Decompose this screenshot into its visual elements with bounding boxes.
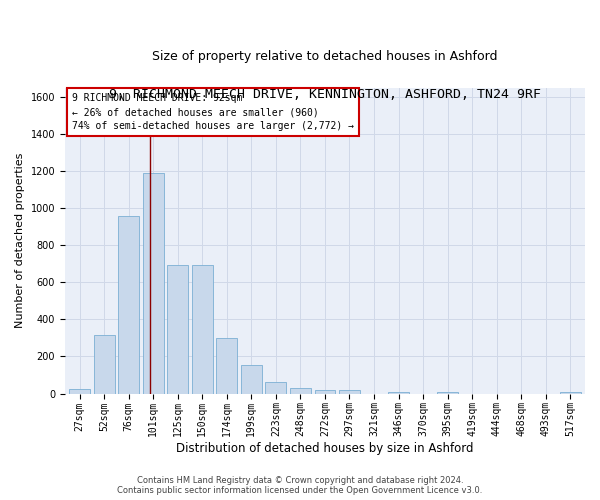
Title: Size of property relative to detached houses in Ashford: Size of property relative to detached ho… <box>152 50 498 63</box>
Bar <box>241 365 262 394</box>
Text: Contains HM Land Registry data © Crown copyright and database right 2024.
Contai: Contains HM Land Registry data © Crown c… <box>118 476 482 495</box>
Bar <box>437 392 458 394</box>
Bar <box>143 173 164 394</box>
Bar <box>94 335 115 394</box>
X-axis label: Distribution of detached houses by size in Ashford: Distribution of detached houses by size … <box>176 442 474 455</box>
Bar <box>192 265 213 394</box>
Bar <box>290 388 311 394</box>
Text: 9 RICHMOND MEECH DRIVE: 92sqm
← 26% of detached houses are smaller (960)
74% of : 9 RICHMOND MEECH DRIVE: 92sqm ← 26% of d… <box>72 94 354 132</box>
Bar <box>69 389 90 394</box>
Bar <box>314 390 335 394</box>
Bar <box>217 338 237 394</box>
Bar <box>265 382 286 394</box>
Bar <box>388 392 409 394</box>
Bar <box>167 265 188 394</box>
Bar <box>118 216 139 394</box>
Bar <box>339 390 360 394</box>
Y-axis label: Number of detached properties: Number of detached properties <box>15 153 25 328</box>
Text: 9, RICHMOND MEECH DRIVE, KENNINGTON, ASHFORD, TN24 9RF: 9, RICHMOND MEECH DRIVE, KENNINGTON, ASH… <box>109 88 541 101</box>
Bar <box>560 392 581 394</box>
